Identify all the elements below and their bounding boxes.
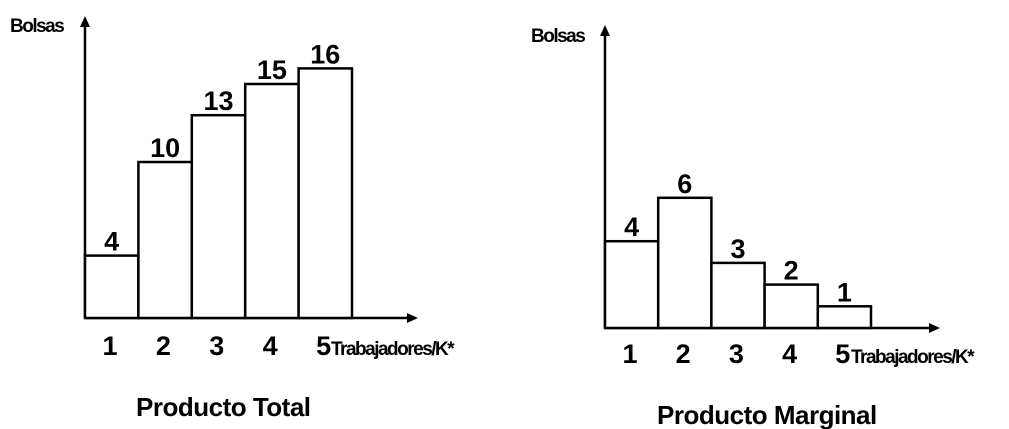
- x-tick-label-4: 4: [263, 331, 278, 361]
- x-axis-arrow: [929, 323, 940, 333]
- value-label-3: 13: [203, 86, 233, 116]
- value-labels-group: 4 10 13 15 16: [104, 39, 340, 256]
- x-axis-label: Trabajadores/K*: [331, 339, 455, 360]
- y-axis-label: Bolsas: [531, 26, 585, 47]
- x-tick-label-4: 4: [782, 339, 797, 369]
- bar-5: [297, 67, 354, 320]
- value-label-1: 4: [624, 212, 639, 242]
- tick-labels-group: 1 2 3 4 5: [622, 339, 850, 369]
- chart-title: Producto Total: [136, 392, 311, 422]
- x-tick-label-2: 2: [676, 339, 691, 369]
- value-label-1: 4: [104, 227, 119, 257]
- value-label-4: 15: [257, 55, 287, 85]
- x-tick-label-2: 2: [156, 331, 171, 361]
- x-axis-label: Trabajadores/K*: [851, 347, 975, 368]
- bar-4: [763, 283, 820, 330]
- x-axis-arrow: [407, 313, 418, 323]
- bars-group: [603, 196, 873, 330]
- bar-5: [816, 305, 873, 330]
- y-axis-label: Bolsas: [10, 16, 64, 37]
- bar-3: [710, 261, 766, 330]
- x-tick-label-5: 5: [316, 331, 331, 361]
- chart-producto-marginal: 4 6 3 2 1 1 2 3 4 5 Bolsas Trabajadores/K* Produ…: [531, 25, 977, 429]
- value-label-2: 10: [150, 133, 180, 163]
- tick-labels-group: 1 2 3 4 5: [102, 331, 331, 361]
- chart-title: Producto Marginal: [657, 400, 877, 429]
- x-tick-label-3: 3: [729, 339, 744, 369]
- value-labels-group: 4 6 3 2 1: [624, 169, 852, 307]
- bar-2: [137, 160, 194, 320]
- x-tick-label-1: 1: [622, 339, 637, 369]
- y-axis-arrow: [600, 25, 610, 36]
- y-axis-arrow: [80, 16, 90, 27]
- x-tick-label-1: 1: [102, 331, 117, 361]
- chart-producto-total: 4 10 13 15 16 1 2 3 4 5 Bolsas Trabajadores/K* P…: [10, 16, 457, 422]
- bar-1: [83, 254, 140, 320]
- bars-group: [83, 67, 354, 320]
- value-label-5: 1: [837, 277, 852, 307]
- x-tick-label-3: 3: [209, 331, 224, 361]
- bar-2: [656, 196, 713, 330]
- value-label-4: 2: [784, 256, 799, 286]
- bar-3: [190, 113, 247, 320]
- bar-1: [603, 239, 660, 330]
- bar-4: [243, 82, 300, 320]
- value-label-5: 16: [310, 39, 340, 69]
- x-tick-label-5: 5: [835, 339, 850, 369]
- value-label-3: 3: [730, 234, 745, 264]
- value-label-2: 6: [677, 169, 692, 199]
